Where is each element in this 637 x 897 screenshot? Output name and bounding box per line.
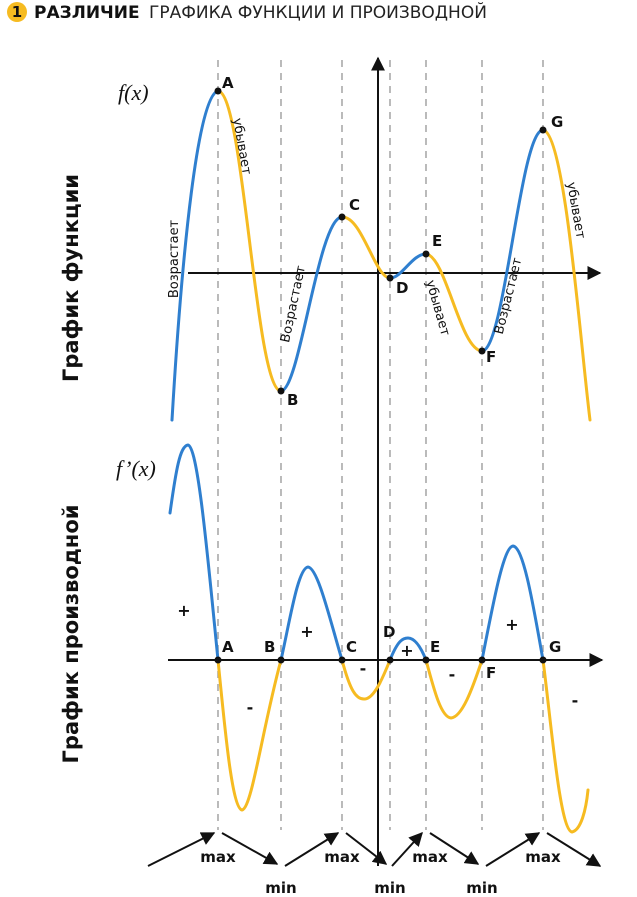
guide-lines bbox=[217, 60, 544, 830]
f-segment-increasing-2 bbox=[279, 215, 344, 393]
f-point-a bbox=[214, 87, 222, 95]
f-point-g bbox=[539, 126, 547, 134]
arrow-down-3 bbox=[429, 832, 480, 865]
d-point-g bbox=[539, 656, 547, 664]
label-max-e: max bbox=[412, 848, 448, 866]
d-segment-negative-4 bbox=[541, 658, 590, 834]
f-segment-decreasing-4 bbox=[541, 128, 592, 422]
f-label-a: A bbox=[222, 74, 234, 92]
f-point-d bbox=[386, 274, 394, 282]
side-label-derivative: График производной bbox=[59, 505, 83, 764]
label-increasing-1: Возрастает bbox=[167, 219, 182, 298]
f-point-f bbox=[478, 347, 486, 355]
sign-plus-4: + bbox=[505, 615, 518, 634]
sign-minus-4: - bbox=[572, 691, 579, 710]
title-rest: ГРАФИКА ФУНКЦИИ И ПРОИЗВОДНОЙ bbox=[149, 1, 487, 23]
f-segment-increasing-3 bbox=[388, 252, 428, 280]
label-max-c: max bbox=[324, 848, 360, 866]
label-increasing-4: Возрастает bbox=[492, 256, 526, 336]
d-label-c: C bbox=[346, 638, 357, 656]
f-segment-increasing-1 bbox=[170, 89, 220, 422]
d-point-a bbox=[214, 656, 222, 664]
d-point-c bbox=[338, 656, 346, 664]
label-min-f: min bbox=[466, 879, 497, 897]
f-point-b bbox=[277, 387, 285, 395]
d-label-g: G bbox=[549, 638, 561, 656]
d-segment-positive-1 bbox=[168, 443, 220, 662]
d-point-d bbox=[386, 656, 394, 664]
title-number: 1 bbox=[12, 3, 22, 21]
f-point-c bbox=[338, 213, 346, 221]
derivative-points bbox=[214, 656, 547, 664]
f-label-f: F bbox=[486, 348, 496, 366]
arrow-down-4 bbox=[546, 832, 602, 867]
label-max-a: max bbox=[200, 848, 236, 866]
title-number-badge bbox=[7, 2, 27, 22]
arrow-up-3 bbox=[391, 831, 423, 867]
title: 1 РАЗЛИЧИЕ ГРАФИКА ФУНКЦИИ И ПРОИЗВОДНОЙ bbox=[7, 1, 487, 23]
title-bold: РАЗЛИЧИЕ bbox=[34, 3, 140, 23]
f-segment-decreasing-3 bbox=[424, 252, 484, 353]
sign-plus-3: + bbox=[400, 641, 413, 660]
function-label: f(x) bbox=[118, 80, 149, 105]
f-label-e: E bbox=[432, 232, 442, 250]
arrow-down-1 bbox=[221, 832, 279, 865]
label-max-g: max bbox=[525, 848, 561, 866]
d-point-e bbox=[422, 656, 430, 664]
sign-plus-2: + bbox=[300, 622, 313, 641]
label-min-b: min bbox=[265, 879, 296, 897]
d-point-f bbox=[478, 656, 486, 664]
derivative-label: f’(x) bbox=[116, 456, 156, 481]
g-label-g: G bbox=[551, 113, 563, 131]
extrema-arrows bbox=[147, 831, 602, 867]
d-segment-negative-1 bbox=[216, 658, 283, 812]
d-segment-positive-3 bbox=[388, 636, 428, 662]
d-point-b bbox=[277, 656, 285, 664]
f-point-e bbox=[422, 250, 430, 258]
d-label-b: B bbox=[264, 638, 275, 656]
side-label-function: График функции bbox=[59, 174, 83, 382]
f-label-b: B bbox=[287, 391, 298, 409]
f-label-d: D bbox=[396, 279, 408, 297]
function-points bbox=[214, 87, 547, 395]
f-segment-decreasing-1 bbox=[216, 89, 283, 393]
sign-minus-1: - bbox=[247, 698, 254, 717]
f-segment-decreasing-2 bbox=[340, 215, 392, 280]
arrow-down-2 bbox=[345, 832, 388, 865]
label-min-d: min bbox=[374, 879, 405, 897]
d-segment-negative-3 bbox=[424, 658, 484, 720]
derivative-curve bbox=[168, 443, 590, 834]
arrow-up-4 bbox=[485, 832, 541, 867]
sign-minus-3: - bbox=[449, 665, 456, 684]
f-segment-increasing-4 bbox=[480, 128, 545, 353]
d-segment-negative-2 bbox=[340, 658, 392, 701]
d-segment-positive-4 bbox=[480, 544, 545, 662]
f-label-c: C bbox=[349, 196, 360, 214]
d-label-f: F bbox=[486, 664, 496, 682]
axes bbox=[168, 56, 604, 866]
label-decreasing-1: убывает bbox=[229, 117, 254, 176]
d-label-a: A bbox=[222, 638, 234, 656]
arrow-up-1 bbox=[147, 832, 216, 867]
d-segment-positive-2 bbox=[279, 565, 344, 662]
sign-minus-2: - bbox=[360, 659, 367, 678]
d-label-d: D bbox=[383, 623, 395, 641]
d-label-e: E bbox=[430, 638, 440, 656]
arrow-up-2 bbox=[284, 832, 340, 867]
sign-plus-1: + bbox=[177, 601, 190, 620]
